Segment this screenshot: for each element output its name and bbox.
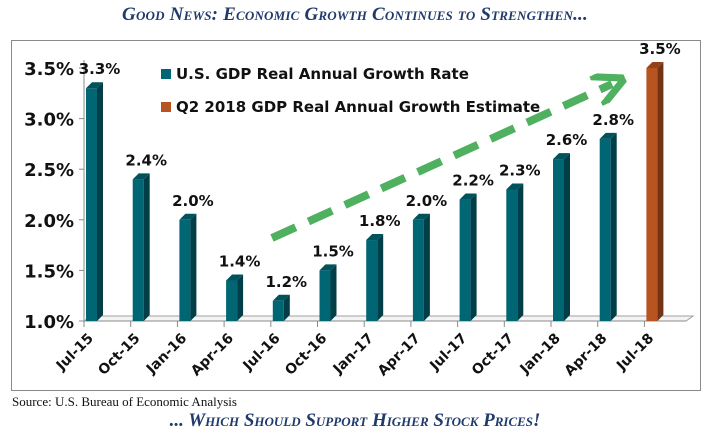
bar — [86, 82, 103, 322]
bar — [319, 264, 337, 321]
data-label: 1.5% — [312, 242, 354, 260]
bar-front — [179, 219, 191, 321]
y-tick-label: 2.5% — [24, 160, 74, 181]
y-tick-label: 3.5% — [24, 59, 74, 80]
y-tick-label: 1.5% — [24, 261, 74, 282]
data-label: 2.4% — [125, 151, 167, 169]
trend-arrow — [270, 84, 612, 242]
bar — [646, 62, 664, 321]
bar-front — [412, 219, 424, 321]
bar-side — [610, 132, 617, 321]
bar-side — [564, 153, 570, 321]
bar-front — [132, 179, 144, 321]
bar-top — [459, 193, 477, 200]
bottom-tagline: ... Which Should Support Higher Stock Pr… — [169, 410, 541, 431]
data-label: 2.8% — [592, 111, 634, 129]
bar-front — [599, 138, 611, 321]
bar — [459, 193, 477, 321]
x-tick-label: Jan-16 — [143, 331, 190, 378]
bar-top — [506, 183, 524, 190]
data-label: 3.5% — [639, 40, 681, 58]
x-tick-label: Oct-17 — [469, 331, 517, 379]
bar-front — [459, 199, 471, 321]
legend-label: Q2 2018 GDP Real Annual Growth Estimate — [176, 98, 540, 116]
data-label: 2.0% — [172, 192, 214, 210]
bar-front — [272, 300, 284, 321]
bar-front — [86, 88, 97, 322]
x-tick-label: Jul-16 — [240, 331, 284, 375]
bar-side — [470, 193, 477, 321]
data-label: 1.8% — [359, 212, 401, 230]
bar-side — [330, 264, 337, 321]
source-note: Source: U.S. Bureau of Economic Analysis — [12, 394, 237, 409]
data-label: 1.2% — [265, 273, 307, 291]
bar — [226, 274, 244, 321]
chart-frame — [11, 40, 701, 391]
bar-top — [272, 294, 290, 301]
x-tick-label: Jan-17 — [330, 331, 377, 378]
bar-side — [377, 234, 384, 321]
data-label: 2.0% — [406, 192, 448, 210]
bar-side — [657, 62, 664, 321]
bar-front — [319, 270, 331, 321]
bar-side — [423, 213, 430, 321]
x-tick-label: Apr-18 — [562, 331, 611, 380]
bar-side — [190, 213, 197, 321]
bar-front — [226, 280, 238, 321]
bar-side — [143, 173, 150, 321]
legend-label: U.S. GDP Real Annual Growth Rate — [176, 65, 469, 83]
bar — [599, 132, 617, 321]
bar-top — [599, 132, 617, 139]
bar — [272, 294, 290, 321]
data-label: 2.6% — [546, 131, 588, 149]
bar-front — [553, 159, 564, 321]
x-tick-label: Jul-15 — [53, 331, 97, 375]
bar-top — [179, 213, 197, 220]
x-tick-label: Oct-15 — [95, 331, 143, 379]
x-tick-label: Apr-17 — [375, 331, 424, 380]
y-tick-label: 1.0% — [24, 312, 74, 333]
legend-swatch — [161, 102, 171, 112]
bar-side — [283, 294, 290, 321]
bar-side — [517, 183, 524, 321]
x-tick-label: Jul-18 — [613, 331, 657, 375]
bar-top — [366, 234, 384, 241]
bar — [506, 183, 524, 321]
bar-top — [646, 62, 664, 68]
bar — [366, 234, 384, 321]
y-tick-label: 2.0% — [24, 211, 74, 232]
bar-front — [366, 240, 378, 321]
bar — [553, 153, 570, 321]
bar-top — [412, 213, 430, 220]
bar-top — [226, 274, 244, 281]
bar-top — [132, 173, 150, 180]
x-tick-label: Jan-18 — [517, 331, 564, 378]
bar-front — [506, 189, 518, 321]
bar-top — [319, 264, 337, 271]
bar-front — [646, 68, 658, 321]
x-tick-label: Oct-16 — [282, 331, 330, 379]
chart-title: Good News: Economic Growth Continues to … — [122, 4, 588, 25]
bar — [179, 213, 197, 321]
bar-top — [553, 153, 570, 160]
legend-swatch — [161, 69, 171, 79]
data-label: 3.3% — [79, 60, 121, 78]
x-tick-label: Jul-17 — [426, 331, 470, 375]
data-label: 1.4% — [219, 253, 261, 271]
y-tick-label: 3.0% — [24, 110, 74, 131]
bar-side — [97, 82, 103, 322]
data-label: 2.3% — [499, 161, 541, 179]
bar — [412, 213, 430, 321]
bar-side — [237, 274, 244, 321]
bar — [132, 173, 150, 321]
x-tick-label: Apr-16 — [188, 331, 237, 380]
bar-top — [86, 82, 103, 89]
data-label: 2.2% — [452, 172, 494, 190]
